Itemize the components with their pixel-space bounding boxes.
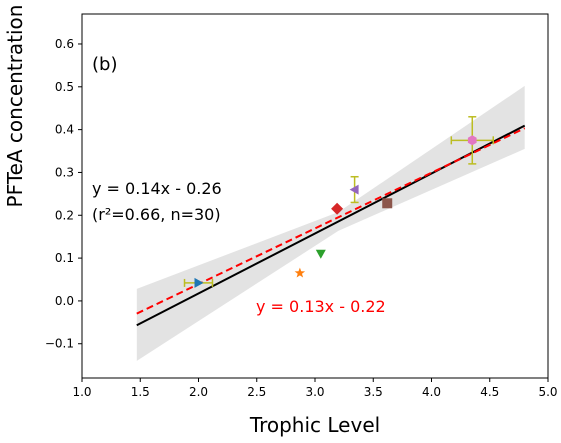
y-tick-label: 0.3 — [55, 165, 74, 179]
x-tick-label: 5.0 — [538, 385, 557, 399]
black-fit-stats: (r²=0.66, n=30) — [92, 205, 221, 224]
y-tick-label: 0.6 — [55, 37, 74, 51]
panel-label: (b) — [92, 54, 117, 75]
data-point-square — [382, 198, 392, 208]
x-tick-label: 4.5 — [480, 385, 499, 399]
y-tick-label: 0.5 — [55, 80, 74, 94]
y-tick-label: −0.1 — [45, 337, 74, 351]
x-tick-label: 2.5 — [247, 385, 266, 399]
y-tick-label: 0.1 — [55, 251, 74, 265]
y-axis-title: PFTeA concentration — [3, 5, 27, 208]
y-tick-label: 0.4 — [55, 123, 74, 137]
data-point-triangle-down — [316, 250, 326, 259]
data-point-star — [295, 268, 306, 278]
fit-lines-layer — [137, 126, 525, 326]
x-tick-label: 2.0 — [189, 385, 208, 399]
x-tick-label: 1.5 — [131, 385, 150, 399]
black-fit-equation: y = 0.14x - 0.26 — [92, 179, 222, 198]
x-tick-label: 3.5 — [364, 385, 383, 399]
x-tick-label: 1.0 — [72, 385, 91, 399]
y-tick-label: 0.0 — [55, 294, 74, 308]
x-tick-label: 3.0 — [305, 385, 324, 399]
x-axis-title: Trophic Level — [249, 413, 380, 437]
y-tick-label: 0.2 — [55, 208, 74, 222]
x-tick-label: 4.0 — [422, 385, 441, 399]
red-fit-equation: y = 0.13x - 0.22 — [256, 297, 386, 316]
